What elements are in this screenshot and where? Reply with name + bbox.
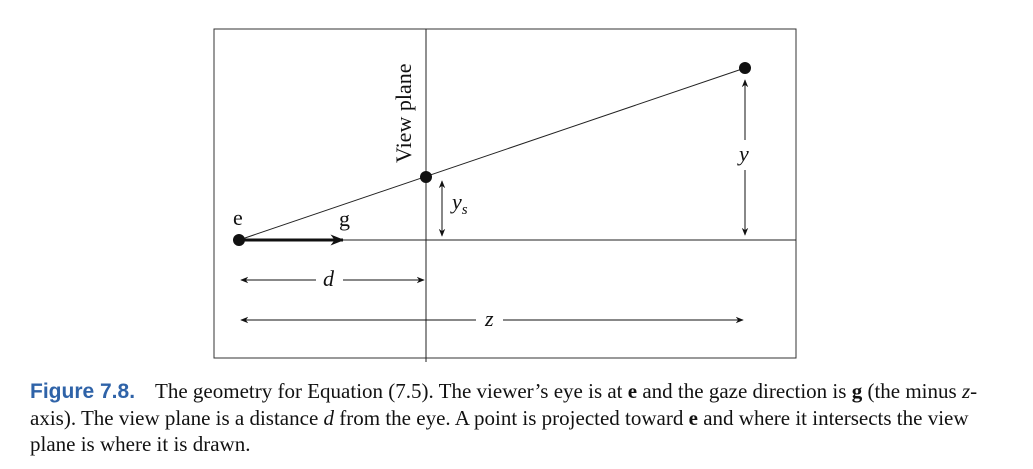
scene-point	[739, 62, 751, 74]
caption-text-3: (the minus	[862, 379, 962, 403]
caption-g: g	[851, 379, 863, 403]
diagram-frame	[213, 28, 797, 359]
caption-text-5: from the eye. A point is projected towar…	[334, 406, 689, 430]
projected-point	[420, 171, 432, 183]
caption-text-2: and the gaze direction is	[637, 379, 852, 403]
caption-z: z	[961, 379, 971, 403]
eye-label: e	[233, 205, 243, 230]
gaze-label: g	[339, 206, 350, 231]
y-label: y	[737, 141, 749, 166]
eye-point	[233, 234, 245, 246]
caption-e-1: e	[627, 379, 638, 403]
d-label: d	[323, 266, 335, 291]
caption-e-2: e	[688, 406, 698, 430]
caption-d: d	[323, 406, 335, 430]
ys-label: ys	[450, 189, 468, 218]
caption-text-6: and where it intersects the view plane i…	[30, 406, 969, 456]
caption-text-4: -axis). The view plane is a distance	[30, 379, 978, 430]
view-plane-label: View plane	[391, 64, 416, 163]
figure-caption: Figure 7.8. The geometry for Equation (7.…	[30, 378, 990, 457]
z-label: z	[484, 306, 494, 331]
figure-label: Figure 7.8.	[30, 380, 136, 403]
caption-text-1: The geometry for Equation (7.5). The vie…	[155, 379, 628, 403]
projection-ray	[238, 67, 746, 241]
